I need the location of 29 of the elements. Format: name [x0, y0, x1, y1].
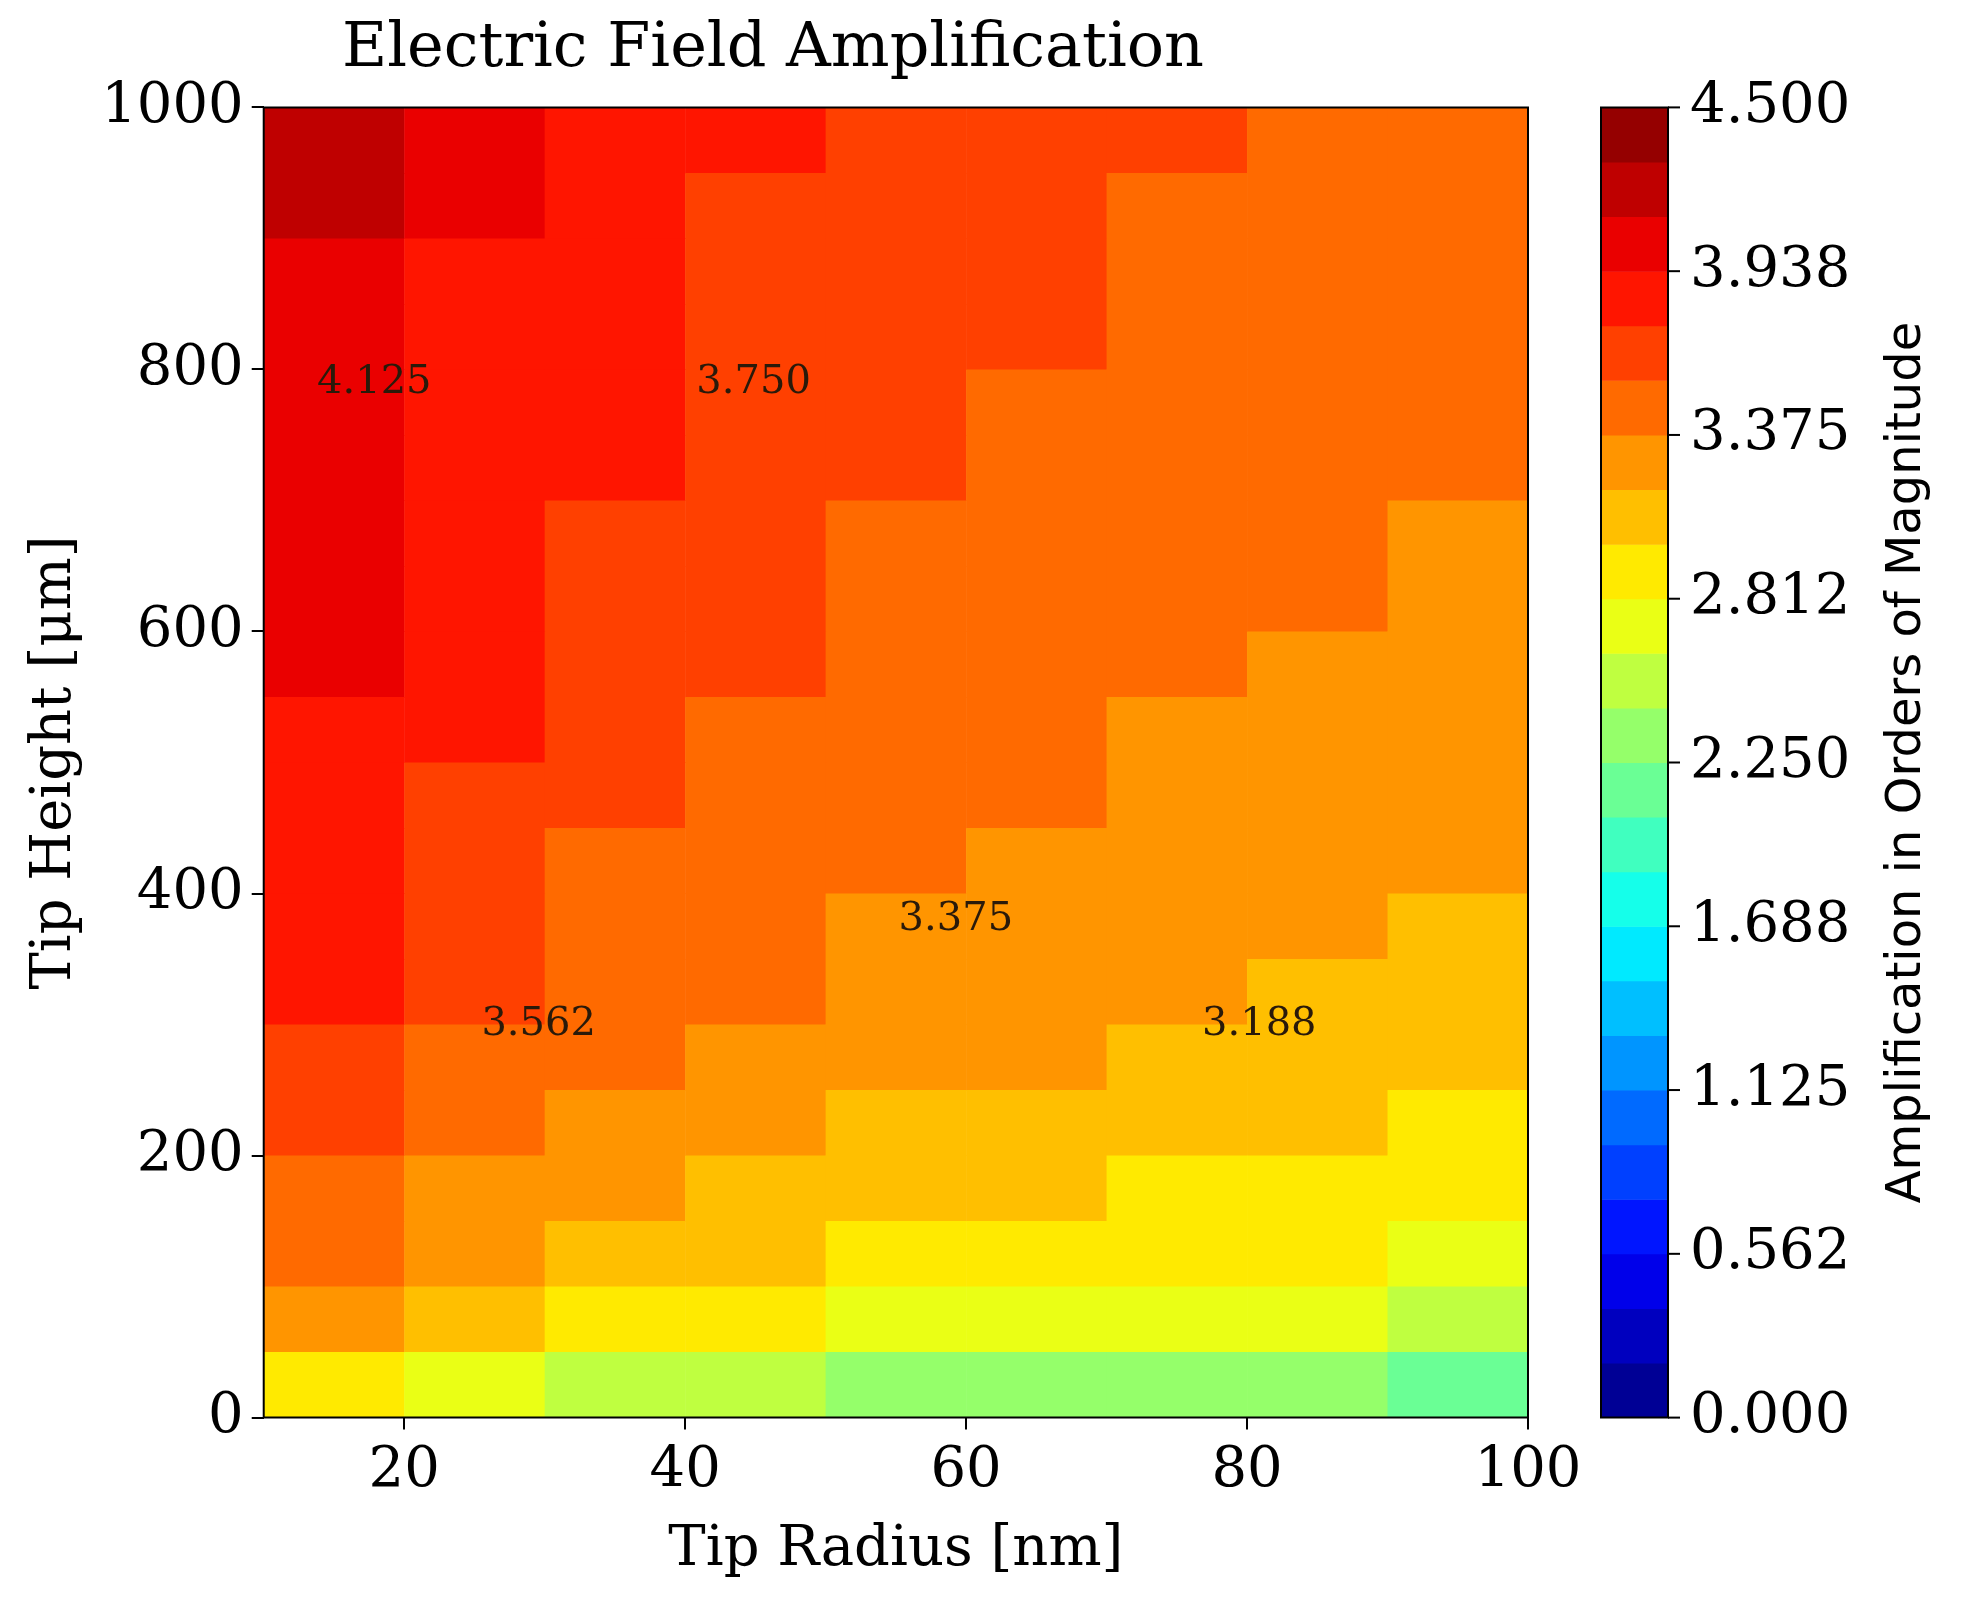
color-bar-label: 2.812	[1690, 561, 1851, 627]
annotation: 3.750	[696, 355, 811, 402]
y-tick-label: 1000	[101, 69, 244, 135]
color-bar-title: Amplification in Orders of Magnitude	[1875, 321, 1932, 1204]
y-tick-label: 0	[208, 1380, 244, 1446]
y-tick-label: 200	[136, 1118, 244, 1184]
color-bar-label: 1.688	[1690, 888, 1851, 954]
x-tick-label: 20	[368, 1433, 440, 1499]
chart-title: Electric Field Amplification	[341, 8, 1205, 82]
annotation: 3.188	[1202, 997, 1317, 1044]
color-bar-label: 2.250	[1690, 725, 1851, 791]
y-tick-label: 400	[136, 856, 244, 922]
annotation: 3.562	[481, 997, 596, 1044]
x-axis-title: Tip Radius [nm]	[668, 1512, 1124, 1578]
annotation: 3.375	[898, 893, 1014, 940]
y-axis-title: Tip Height [μm]	[18, 535, 84, 990]
x-tick-label: 80	[1211, 1433, 1283, 1499]
x-tick-label: 40	[649, 1433, 721, 1499]
color-bar-label: 3.375	[1690, 397, 1851, 463]
x-tick-label: 60	[930, 1433, 1002, 1499]
color-bar-label: 0.562	[1690, 1216, 1851, 1282]
color-bar-label: 1.125	[1690, 1052, 1851, 1118]
annotation: 4.125	[317, 355, 432, 402]
color-bar-label: 4.500	[1690, 69, 1851, 135]
x-tick-label: 100	[1474, 1433, 1582, 1499]
y-tick-label: 600	[136, 594, 244, 660]
color-bar-label: 0.000	[1690, 1380, 1851, 1446]
color-bar-label: 3.938	[1690, 233, 1851, 299]
y-tick-label: 800	[136, 331, 244, 397]
